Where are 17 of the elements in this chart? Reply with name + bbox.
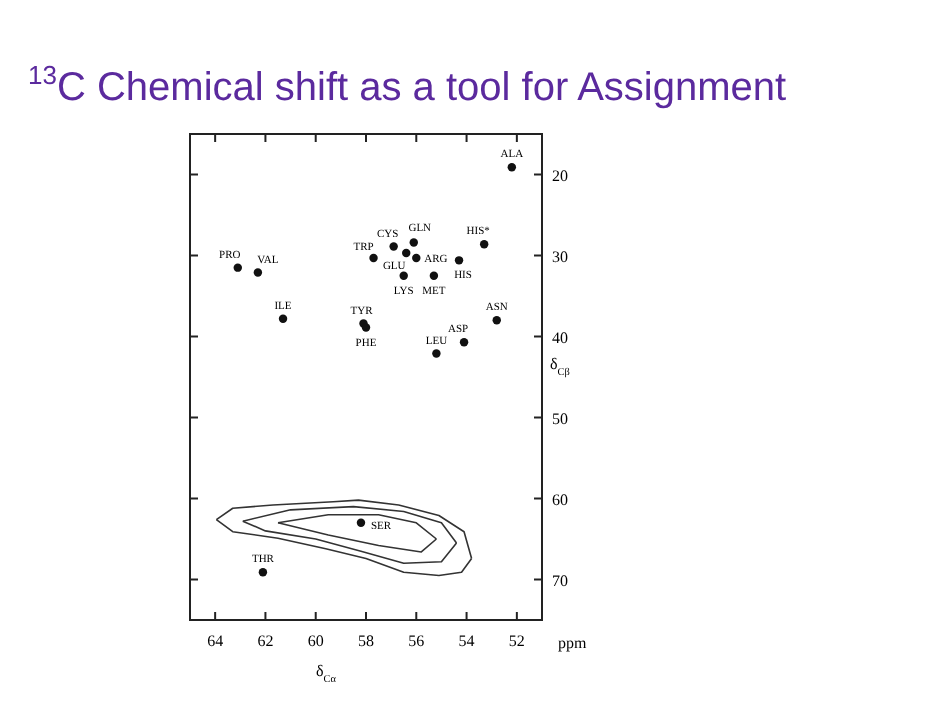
y-axis-title: δ$_{Cβ}$ bbox=[550, 355, 571, 380]
y-tick-label: 20 bbox=[552, 166, 568, 185]
text: ppm bbox=[558, 634, 588, 652]
x-tick-label: 60 bbox=[307, 632, 324, 650]
x-tick-label: 56 bbox=[408, 632, 425, 650]
y-tick-label: 40 bbox=[552, 328, 568, 347]
x-tick-label: 62 bbox=[257, 632, 274, 650]
x-tick-label: 54 bbox=[458, 632, 475, 650]
x-tick-label: 64 bbox=[207, 632, 224, 650]
y-tick-label: 50 bbox=[552, 409, 568, 428]
x-tick-label: 58 bbox=[358, 632, 374, 650]
chart-title: $^{13}$C Chemical shift as a tool for Assignment bbox=[28, 60, 788, 110]
y-tick-label: 60 bbox=[552, 490, 568, 509]
y-tick-label: 70 bbox=[552, 571, 568, 590]
x-axis-title: δ$_{Cα}$ bbox=[316, 662, 337, 687]
y-tick-label: 30 bbox=[552, 247, 568, 266]
x-tick-label: 52 bbox=[508, 632, 525, 650]
